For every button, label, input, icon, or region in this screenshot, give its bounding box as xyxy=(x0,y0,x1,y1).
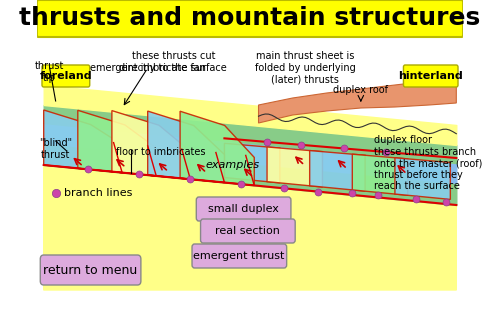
Polygon shape xyxy=(148,111,224,182)
Text: these thrusts cut
directly to the surface: these thrusts cut directly to the surfac… xyxy=(120,51,227,73)
Text: real section: real section xyxy=(215,226,280,236)
FancyBboxPatch shape xyxy=(40,255,141,285)
Polygon shape xyxy=(267,147,322,187)
Polygon shape xyxy=(352,154,408,195)
Text: floor to imbricates: floor to imbricates xyxy=(116,147,205,157)
Polygon shape xyxy=(395,158,450,199)
Text: thrust
tip: thrust tip xyxy=(35,61,64,83)
FancyBboxPatch shape xyxy=(404,65,458,87)
Polygon shape xyxy=(44,110,122,172)
Polygon shape xyxy=(310,151,365,191)
Text: main thrust sheet is
folded by underlying
(later) thrusts: main thrust sheet is folded by underlyin… xyxy=(255,51,356,84)
Polygon shape xyxy=(224,143,280,183)
Text: emergent imbricate fan: emergent imbricate fan xyxy=(90,63,206,73)
Polygon shape xyxy=(180,111,254,185)
FancyBboxPatch shape xyxy=(42,65,90,87)
Polygon shape xyxy=(112,111,190,179)
FancyBboxPatch shape xyxy=(37,0,463,37)
Polygon shape xyxy=(258,75,456,123)
Text: branch lines: branch lines xyxy=(64,188,132,198)
Text: return to menu: return to menu xyxy=(44,263,138,276)
Text: duplex roof: duplex roof xyxy=(334,85,388,95)
Polygon shape xyxy=(44,165,457,290)
Text: duplex floor
these thrusts branch
onto the master (roof)
thrust before they
reac: duplex floor these thrusts branch onto t… xyxy=(374,135,482,191)
Text: examples: examples xyxy=(206,160,260,170)
Polygon shape xyxy=(78,110,156,176)
FancyBboxPatch shape xyxy=(200,219,295,243)
Text: emergent thrust: emergent thrust xyxy=(193,251,284,261)
Text: hinterland: hinterland xyxy=(398,71,463,81)
Text: foreland: foreland xyxy=(40,71,92,81)
FancyBboxPatch shape xyxy=(192,244,286,268)
Text: "blind"
thrust: "blind" thrust xyxy=(39,138,72,160)
Text: thrusts and mountain structures: thrusts and mountain structures xyxy=(20,6,480,30)
Text: small duplex: small duplex xyxy=(208,204,278,214)
FancyBboxPatch shape xyxy=(196,197,291,221)
